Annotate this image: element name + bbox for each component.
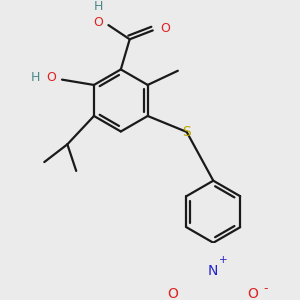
Text: O: O xyxy=(160,22,170,35)
Text: N: N xyxy=(208,264,218,278)
Text: H: H xyxy=(31,71,40,84)
Text: S: S xyxy=(182,125,191,139)
Text: O: O xyxy=(94,16,103,29)
Text: O: O xyxy=(46,71,56,84)
Text: H: H xyxy=(94,0,103,13)
Text: +: + xyxy=(219,256,227,266)
Text: -: - xyxy=(263,282,268,295)
Text: O: O xyxy=(248,287,259,300)
Text: O: O xyxy=(167,287,178,300)
